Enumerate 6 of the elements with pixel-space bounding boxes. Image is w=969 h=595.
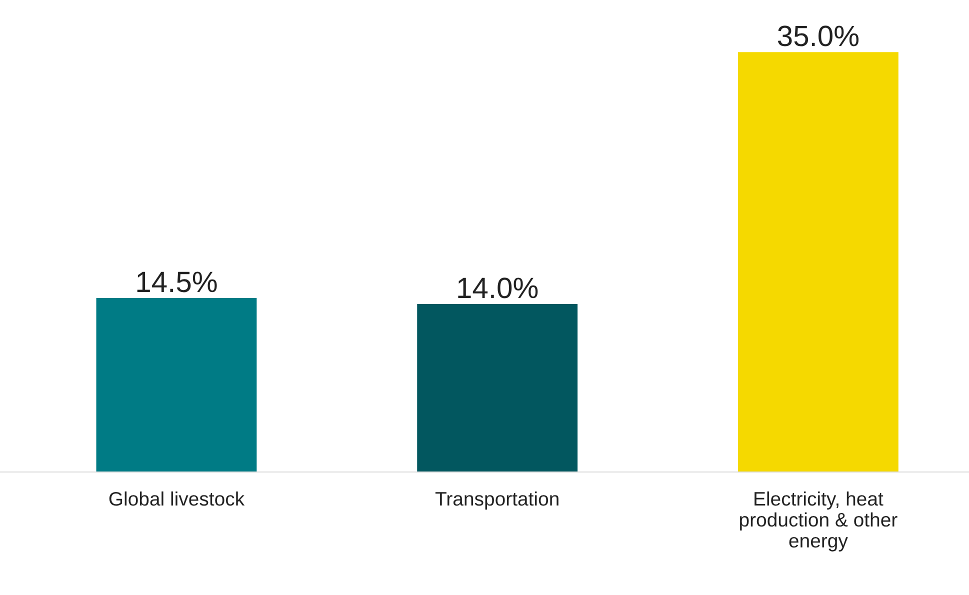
x-tick-label: Electricity, heat production & other energy [740, 491, 898, 552]
x-tick-label: Transportation [435, 491, 558, 510]
data-label: 14.5% [137, 272, 217, 292]
x-tick-label: Global livestock [109, 491, 245, 506]
data-label: 14.0% [458, 278, 538, 298]
data-label: 35.0% [778, 26, 859, 46]
